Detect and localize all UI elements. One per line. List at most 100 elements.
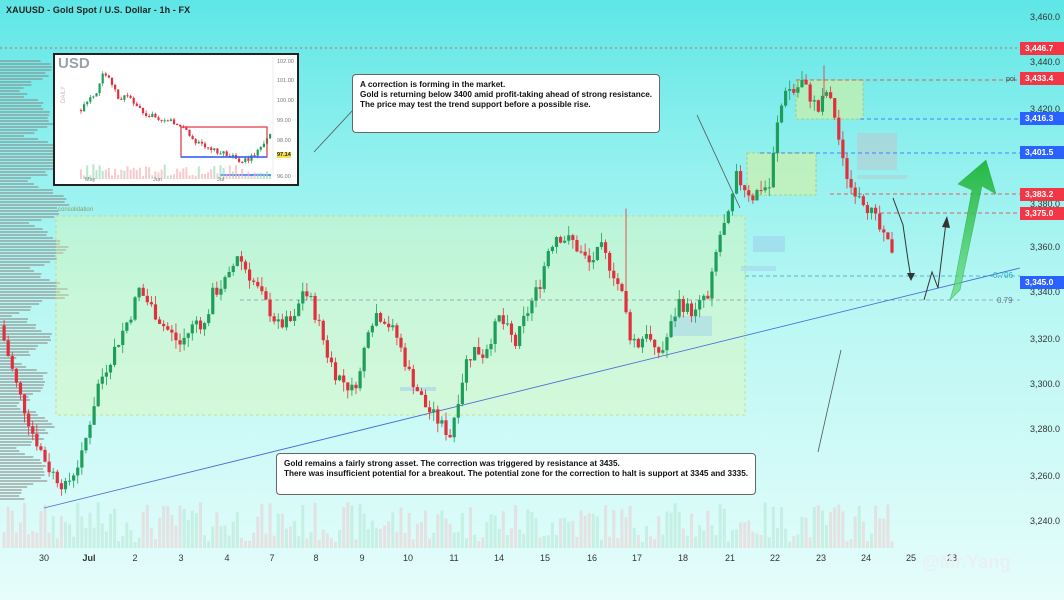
inset-candle-body — [83, 104, 86, 112]
volume-profile-bar — [0, 357, 17, 359]
volume-bar — [284, 528, 288, 548]
candle-body — [775, 122, 780, 154]
volume-bar — [10, 510, 14, 548]
volume-bar — [833, 507, 837, 548]
candle-body — [358, 371, 362, 389]
volume-bar — [714, 535, 718, 548]
candles — [2, 65, 894, 496]
inset-volume-bar — [185, 167, 188, 179]
inset-svg: DAILY — [61, 57, 274, 179]
volume-profile-bar — [0, 264, 45, 266]
x-tick-label: 17 — [631, 553, 643, 563]
volume-profile-bar — [0, 318, 29, 320]
volume-profile-bar — [0, 438, 44, 440]
volume-bar — [293, 520, 297, 548]
volume-profile-bar — [0, 468, 44, 470]
candle-body — [219, 288, 223, 295]
volume-bar — [51, 515, 55, 548]
inset-volume-bar — [86, 165, 89, 179]
volume-bar — [657, 516, 661, 548]
grey-block-2 — [857, 175, 907, 179]
inset-volume-bar — [204, 174, 206, 179]
volume-bar — [861, 521, 865, 548]
candle-body — [133, 297, 137, 320]
candle-body — [485, 349, 489, 358]
volume-bar — [816, 505, 820, 548]
candle-body — [80, 450, 84, 468]
volume-profile-bar — [0, 174, 48, 176]
volume-bar — [870, 533, 874, 548]
volume-bar — [207, 541, 211, 548]
volume-profile — [0, 60, 70, 500]
candle-body — [693, 309, 698, 317]
x-tick-label: 7 — [269, 553, 275, 563]
volume-bar — [92, 527, 96, 548]
volume-profile-bar — [0, 165, 54, 167]
inset-candle-body — [200, 141, 203, 144]
volume-bar — [665, 511, 669, 548]
volume-profile-bar — [0, 243, 60, 245]
inset-volume-bar — [92, 164, 95, 179]
inset-volume-bar — [269, 175, 272, 179]
x-tick-label: 3 — [178, 553, 184, 563]
price-tag: 3,446.7 — [1020, 42, 1064, 55]
volume-bar — [424, 510, 428, 548]
x-tick-label: 10 — [402, 553, 414, 563]
fib-079-label: 0.79 — [997, 296, 1013, 305]
volume-bar — [460, 513, 464, 548]
volume-bar — [72, 536, 76, 548]
inset-volume-bar — [179, 171, 182, 179]
volume-profile-bar — [0, 282, 60, 284]
candle-body — [419, 391, 424, 395]
volume-bar — [808, 537, 812, 548]
inset-x-tick: May — [85, 177, 96, 183]
volume-bar — [354, 539, 358, 548]
candle-body — [620, 284, 624, 292]
volume-profile-bar — [0, 84, 32, 86]
volume-profile-bar — [0, 294, 69, 296]
volume-profile-bar — [0, 267, 30, 269]
inset-volume-bar — [98, 165, 101, 179]
candle-body — [644, 334, 649, 339]
volume-profile-bar — [0, 183, 34, 185]
inset-candle-body — [138, 105, 141, 108]
candle-body — [865, 205, 870, 214]
candle-body — [640, 338, 645, 348]
note-top-line-3: The price may test the trend support bef… — [360, 100, 591, 109]
volume-profile-bar — [0, 498, 25, 500]
volume-bar — [104, 531, 108, 548]
volume-bar — [825, 524, 829, 548]
volume-bar — [501, 511, 505, 548]
candle-body — [538, 287, 542, 289]
volume-bar — [542, 536, 546, 548]
candle-body — [567, 235, 571, 241]
x-tick-label: 18 — [677, 553, 689, 563]
volume-profile-bar — [0, 171, 46, 173]
candle-body — [100, 376, 104, 384]
volume-bar — [812, 506, 816, 548]
volume-profile-bar — [0, 162, 58, 164]
candle-body — [428, 407, 432, 413]
volume-bar — [456, 532, 460, 548]
candle-body — [284, 316, 289, 328]
inset-y-tick: 101.00 — [277, 78, 294, 84]
candle-body — [820, 95, 825, 112]
inset-volume-bar — [231, 171, 234, 179]
candle-body — [190, 324, 194, 334]
blue-block-2 — [672, 316, 712, 336]
inset-candle-body — [98, 83, 101, 94]
volume-bar — [694, 536, 698, 548]
volume-profile-bar — [0, 429, 46, 431]
volume-profile-bar — [0, 393, 33, 395]
candle-body — [628, 312, 632, 341]
volume-bar — [211, 526, 215, 548]
volume-profile-bar — [0, 201, 65, 203]
inset-volume-bar — [244, 175, 247, 179]
volume-profile-bar — [0, 222, 30, 224]
inset-volume-bar — [250, 175, 253, 179]
candle-body — [837, 117, 841, 140]
volume-bar — [829, 511, 833, 548]
candle-body — [387, 323, 391, 328]
inset-candle-body — [141, 107, 145, 114]
volume-bar — [366, 528, 370, 548]
